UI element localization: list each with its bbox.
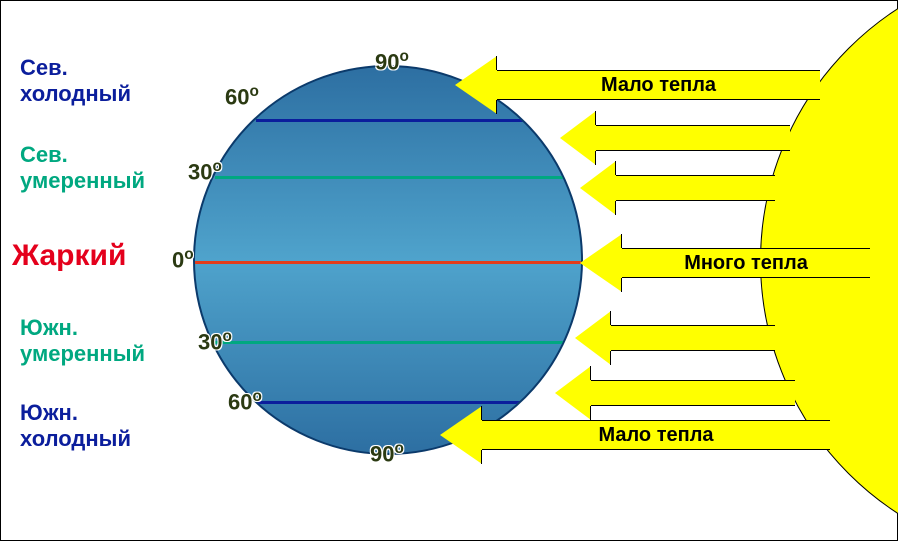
degree-symbol: o	[222, 328, 231, 345]
zone-label: Южн. холодный	[20, 400, 131, 453]
arrow-body	[611, 325, 775, 351]
degree-value: 60	[228, 389, 252, 414]
degree-label: 90o	[370, 440, 404, 467]
arrow-body	[591, 380, 795, 406]
latitude-line	[195, 261, 583, 264]
degree-symbol: o	[184, 246, 193, 263]
arrow-notch	[481, 450, 482, 464]
degree-value: 0	[172, 247, 184, 272]
degree-symbol: o	[399, 48, 408, 65]
degree-value: 60	[225, 84, 249, 109]
arrow-label: Мало тепла	[440, 420, 830, 450]
arrow-head	[560, 111, 596, 165]
degree-label: 60o	[228, 388, 262, 415]
degree-value: 30	[188, 159, 212, 184]
diagram-stage: Мало теплаМного теплаМало тепла90o60o30o…	[0, 0, 898, 541]
sun-ray-arrow	[580, 175, 775, 201]
latitude-line	[254, 401, 525, 404]
sun-ray-arrow: Мало тепла	[455, 70, 820, 100]
arrow-notch	[496, 56, 497, 70]
degree-value: 90	[375, 49, 399, 74]
degree-symbol: o	[252, 388, 261, 405]
latitude-line	[215, 176, 566, 179]
zone-label: Сев. холодный	[20, 55, 131, 108]
degree-label: 30o	[188, 158, 222, 185]
arrow-notch	[621, 278, 622, 292]
arrow-head	[580, 161, 616, 215]
arrow-notch	[615, 161, 616, 175]
arrow-head	[575, 311, 611, 365]
sun-ray-arrow	[555, 380, 795, 406]
degree-symbol: o	[394, 440, 403, 457]
latitude-line	[212, 341, 568, 344]
degree-value: 30	[198, 329, 222, 354]
sun-ray-arrow	[560, 125, 790, 151]
arrow-notch	[610, 351, 611, 365]
arrow-body	[616, 175, 775, 201]
arrow-notch	[590, 366, 591, 380]
arrow-body	[596, 125, 790, 151]
arrow-notch	[595, 111, 596, 125]
degree-label: 0o	[172, 246, 194, 273]
arrow-label: Мало тепла	[455, 70, 820, 100]
arrow-notch	[590, 406, 591, 420]
arrow-label: Много тепла	[580, 248, 870, 278]
degree-label: 90o	[375, 48, 409, 75]
arrow-notch	[610, 311, 611, 325]
degree-symbol: o	[249, 83, 258, 100]
arrow-notch	[496, 100, 497, 114]
arrow-notch	[481, 406, 482, 420]
latitude-line	[256, 119, 523, 122]
degree-value: 90	[370, 441, 394, 466]
zone-label: Жаркий	[12, 238, 126, 274]
arrow-notch	[621, 234, 622, 248]
degree-symbol: o	[212, 158, 221, 175]
degree-label: 30o	[198, 328, 232, 355]
zone-label: Сев. умеренный	[20, 142, 145, 195]
sun-ray-arrow: Много тепла	[580, 248, 870, 278]
arrow-notch	[615, 201, 616, 215]
zone-label: Южн. умеренный	[20, 315, 145, 368]
arrow-head	[555, 366, 591, 420]
degree-label: 60o	[225, 83, 259, 110]
sun-ray-arrow	[575, 325, 775, 351]
sun-ray-arrow: Мало тепла	[440, 420, 830, 450]
